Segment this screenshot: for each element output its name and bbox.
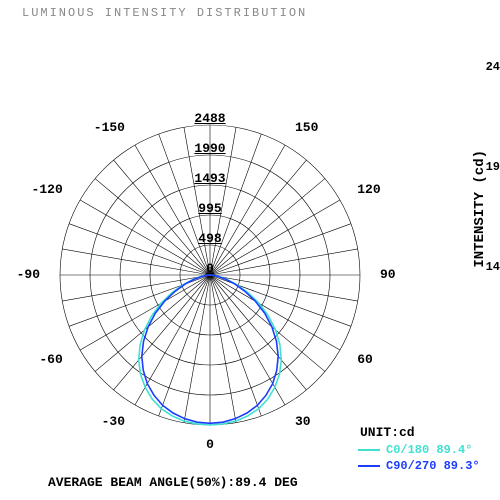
y-tick: 24 — [486, 60, 500, 74]
legend-swatch — [358, 465, 380, 467]
angle-label: -60 — [39, 352, 62, 367]
page-title: LUMINOUS INTENSITY DISTRIBUTION — [22, 6, 307, 20]
ring-label: 0 — [206, 261, 214, 276]
ring-label: 995 — [198, 201, 221, 216]
legend-swatch — [358, 449, 380, 451]
angle-label: 30 — [295, 414, 311, 429]
unit-label: UNIT:cd — [360, 425, 415, 440]
ring-label: 1990 — [194, 141, 225, 156]
legend-label: C0/180 89.4° — [386, 443, 472, 457]
angle-label: 0 — [206, 437, 214, 452]
angle-label: -30 — [102, 414, 125, 429]
angle-label: 120 — [357, 182, 380, 197]
angle-label: -120 — [32, 182, 63, 197]
angle-label: -90 — [17, 267, 40, 282]
ring-label: 498 — [198, 231, 221, 246]
y-tick: 14 — [486, 260, 500, 274]
angle-label: 90 — [380, 267, 396, 282]
angle-label: 150 — [295, 120, 318, 135]
legend-item: C90/270 89.3° — [358, 459, 480, 473]
legend-label: C90/270 89.3° — [386, 459, 480, 473]
y-tick: 19 — [486, 160, 500, 174]
footer-text: AVERAGE BEAM ANGLE(50%):89.4 DEG — [48, 475, 298, 490]
ring-label: 1493 — [194, 171, 225, 186]
angle-label: 60 — [357, 352, 373, 367]
angle-label: -150 — [94, 120, 125, 135]
legend-item: C0/180 89.4° — [358, 443, 472, 457]
ring-label: 2488 — [194, 111, 225, 126]
